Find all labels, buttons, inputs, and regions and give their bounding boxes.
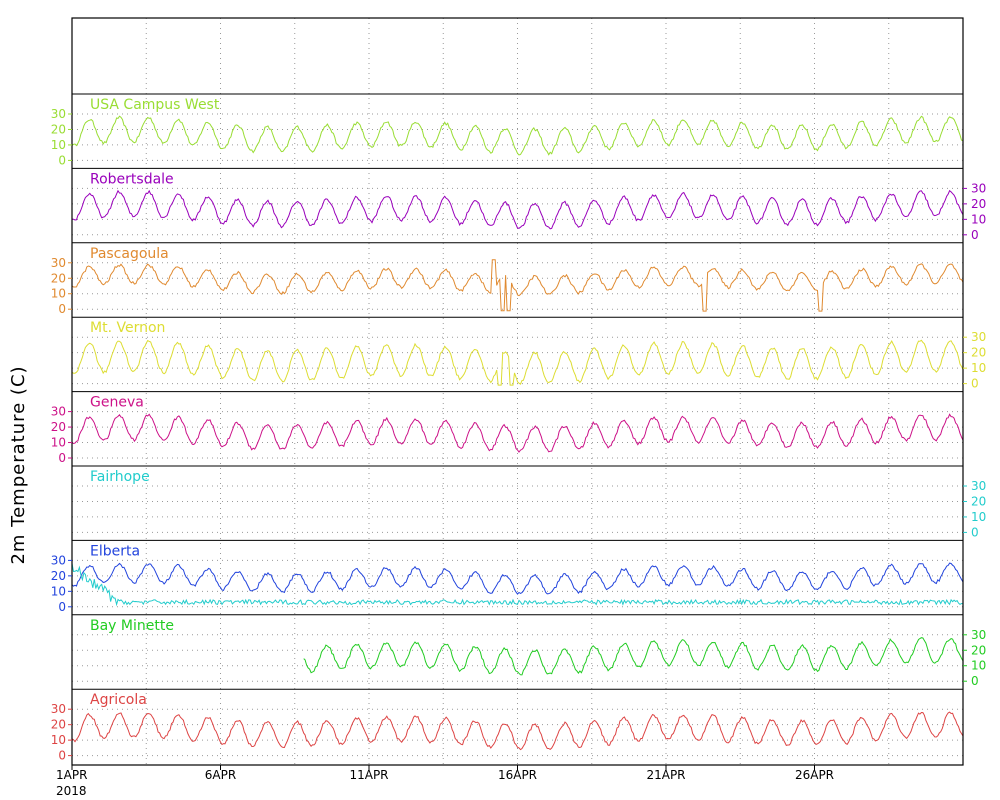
station-name: Elberta <box>90 543 140 559</box>
y-tick-label: 10 <box>51 138 66 152</box>
station-name: Agricola <box>90 692 147 708</box>
y-tick-label: 0 <box>58 153 66 167</box>
y-tick-label: 20 <box>51 122 66 136</box>
series-line <box>71 115 964 156</box>
y-tick-label: 20 <box>971 494 986 508</box>
y-tick-label: 0 <box>58 600 66 614</box>
y-tick-label: 0 <box>58 451 66 465</box>
y-tick-label: 20 <box>971 643 986 657</box>
station-name: Geneva <box>90 395 144 411</box>
series-layer <box>71 115 964 751</box>
x-year-label: 2018 <box>56 784 87 798</box>
station-name: Mt. Vernon <box>90 320 165 336</box>
series-line <box>71 339 964 386</box>
y-tick-label: 20 <box>51 718 66 732</box>
y-tick-label: 0 <box>971 525 979 539</box>
station-name: Robertsdale <box>90 171 174 187</box>
x-tick-label: 21APR <box>646 768 685 782</box>
y-tick-label: 10 <box>971 361 986 375</box>
y-tick-label: 30 <box>51 256 66 270</box>
y-tick-label: 10 <box>971 212 986 226</box>
series-line <box>71 413 964 453</box>
station-name: Pascagoula <box>90 246 169 262</box>
y-tick-label: 30 <box>51 405 66 419</box>
y-tick-label: 30 <box>971 628 986 642</box>
y-tick-label: 10 <box>971 659 986 673</box>
y-tick-label: 20 <box>51 271 66 285</box>
overlay-series-line <box>71 563 964 607</box>
y-tick-label: 30 <box>51 107 66 121</box>
station-name: Fairhope <box>90 469 150 485</box>
axes <box>68 17 967 770</box>
x-tick-label: 16APR <box>498 768 537 782</box>
y-tick-label: 10 <box>51 733 66 747</box>
station-name: USA Campus West <box>90 97 220 113</box>
y-tick-label: 10 <box>51 287 66 301</box>
y-tick-label: 10 <box>51 584 66 598</box>
y-tick-label: 20 <box>51 420 66 434</box>
y-tick-label: 30 <box>51 702 66 716</box>
x-tick-label: 11APR <box>349 768 388 782</box>
y-tick-label: 30 <box>971 181 986 195</box>
y-tick-label: 20 <box>51 569 66 583</box>
y-tick-label: 0 <box>971 377 979 391</box>
y-tick-label: 0 <box>971 674 979 688</box>
series-line <box>71 711 964 751</box>
x-tick-label: 1APR <box>56 768 87 782</box>
y-tick-label: 20 <box>971 346 986 360</box>
series-line <box>71 189 964 230</box>
y-tick-label: 30 <box>971 330 986 344</box>
y-tick-label: 0 <box>971 228 979 242</box>
series-line <box>303 637 964 676</box>
y-tick-label: 0 <box>58 749 66 763</box>
y-tick-label: 30 <box>971 479 986 493</box>
y-tick-label: 10 <box>971 510 986 524</box>
y-tick-label: 30 <box>51 553 66 567</box>
y-axis-label: 2m Temperature (C) <box>8 365 29 564</box>
series-line <box>71 562 964 595</box>
y-tick-label: 20 <box>971 197 986 211</box>
x-tick-label: 6APR <box>205 768 236 782</box>
x-tick-label: 26APR <box>795 768 834 782</box>
grid <box>72 18 963 765</box>
series-line <box>71 259 964 312</box>
y-tick-label: 10 <box>51 436 66 450</box>
y-tick-label: 0 <box>58 302 66 316</box>
station-name: Bay Minette <box>90 618 174 634</box>
